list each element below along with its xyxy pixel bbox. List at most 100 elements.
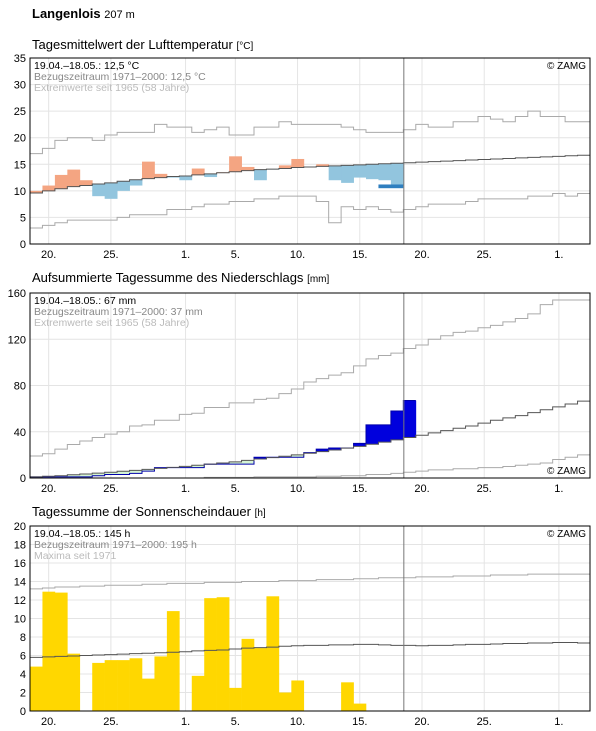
info-line: Bezugszeitraum 1971–2000: 37 mm (34, 306, 203, 318)
sunshine-bar (353, 703, 367, 711)
x-tick-label: 1. (181, 716, 190, 728)
temperature-deviation-bar (117, 181, 130, 191)
plot-frame (29, 292, 591, 479)
y-tick-label: 12 (14, 595, 26, 607)
x-tick-label: 1. (181, 249, 190, 261)
station-altitude: 207 m (104, 9, 135, 21)
temperature-deviation-bar (341, 165, 354, 183)
precipitation-fill (54, 475, 68, 477)
temperature-deviation-bar (129, 179, 143, 186)
station-name: Langenlois (32, 6, 101, 21)
sunshine-bar (142, 678, 155, 711)
temperature-deviation-bar (328, 165, 342, 181)
y-tick-label: 2 (20, 688, 26, 700)
precipitation-fill (254, 457, 267, 460)
temperature-deviation-bar (241, 166, 255, 171)
sunshine-bar (129, 658, 143, 711)
y-tick-label: 16 (14, 558, 26, 570)
temperature-deviation-bar (278, 165, 292, 169)
x-tick-label: 20. (414, 716, 429, 728)
temperature-deviation-bar (42, 185, 56, 191)
station-header: Langenlois 207 m (32, 6, 135, 21)
copyright-label: © ZAMG (547, 466, 586, 477)
temperature-deviation-bar (390, 163, 404, 186)
precipitation-fill (316, 449, 330, 452)
temperature-deviation-bar (366, 164, 379, 180)
temperature-deviation-bar (166, 176, 180, 178)
temperature-deviation-bar (67, 169, 81, 187)
y-tick-label: 4 (20, 669, 26, 681)
temperature-deviation-bar (92, 183, 106, 197)
x-tick-label: 20. (414, 249, 429, 261)
normal-line (30, 154, 590, 194)
temperature-deviation-bar (229, 156, 242, 172)
x-tick-label: 20. (414, 483, 429, 495)
y-tick-label: 0 (20, 706, 26, 718)
max-line (30, 573, 590, 590)
y-tick-label: 35 (14, 53, 26, 65)
sunshine-bar (204, 598, 217, 711)
x-tick-label: 1. (181, 483, 190, 495)
info-line: Maxima seit 1971 (34, 550, 116, 562)
copyright-label: © ZAMG (547, 529, 586, 540)
sunshine-bar (92, 662, 105, 711)
y-tick-label: 80 (14, 381, 26, 393)
precipitation-fill (179, 466, 193, 468)
y-tick-label: 10 (14, 186, 26, 198)
y-tick-label: 5 (20, 212, 26, 224)
temperature-deviation-bar (30, 190, 43, 193)
sunshine-bar (54, 592, 68, 711)
x-tick-label: 5. (231, 716, 240, 728)
x-tick-label: 15. (352, 716, 367, 728)
min-line (30, 193, 590, 229)
x-tick-label: 25. (103, 716, 118, 728)
temperature-deviation-bar (142, 161, 155, 179)
y-tick-label: 15 (14, 159, 26, 171)
sunshine-bar (104, 660, 118, 711)
y-tick-label: 120 (8, 334, 26, 346)
x-tick-label: 25. (103, 483, 118, 495)
sunshine-bar (154, 656, 168, 711)
max-line (30, 299, 590, 457)
x-tick-label: 20. (41, 249, 56, 261)
x-tick-label: 25. (477, 249, 492, 261)
chart-title-precipitation: Aufsummierte Tagessumme des Niederschlag… (32, 270, 329, 285)
precipitation-fill (191, 465, 205, 468)
precipitation-fill (79, 473, 93, 477)
y-tick-label: 0 (20, 239, 26, 251)
precipitation-fill (378, 424, 392, 443)
precipitation-fill (104, 472, 118, 475)
y-tick-label: 40 (14, 427, 26, 439)
sunshine-bar (117, 660, 130, 711)
sunshine-bar (291, 680, 305, 711)
temperature-deviation-bar (378, 163, 392, 181)
x-tick-label: 10. (290, 483, 305, 495)
sunshine-bar (241, 638, 255, 711)
chart-title-unit: [mm] (307, 274, 330, 285)
sunshine-bar (254, 648, 267, 711)
y-tick-label: 0 (20, 473, 26, 485)
y-tick-label: 20 (14, 521, 26, 533)
x-tick-label: 1. (554, 483, 563, 495)
precipitation-fill (216, 462, 230, 465)
precipitation-fill (353, 443, 367, 447)
chart-title-sunshine: Tagessumme der Sonnenscheindauer [h] (32, 504, 266, 519)
x-tick-label: 20. (41, 716, 56, 728)
info-line: 19.04.–18.05.: 145 h (34, 528, 130, 540)
temperature-deviation-bar (79, 180, 93, 186)
y-tick-label: 6 (20, 651, 26, 663)
max-line (30, 110, 590, 155)
x-tick-label: 5. (231, 483, 240, 495)
chart-group: 0 40 80 120 160 20. 25. 1. 5. 10. 15. 20. 25. 1. 19.04… (8, 288, 591, 495)
y-tick-label: 20 (14, 133, 26, 145)
sunshine-bar (278, 692, 292, 711)
chart-title-text: Tagesmittelwert der Lufttemperatur (32, 37, 233, 52)
temperature-deviation-bar (179, 175, 193, 181)
x-tick-label: 15. (352, 249, 367, 261)
info-line: Extremwerte seit 1965 (58 Jahre) (34, 82, 189, 94)
plot-frame (29, 57, 591, 245)
precipitation-fill (328, 447, 342, 451)
copyright-label: © ZAMG (547, 61, 586, 72)
sunshine-bar (216, 597, 230, 711)
x-tick-label: 1. (554, 249, 563, 261)
